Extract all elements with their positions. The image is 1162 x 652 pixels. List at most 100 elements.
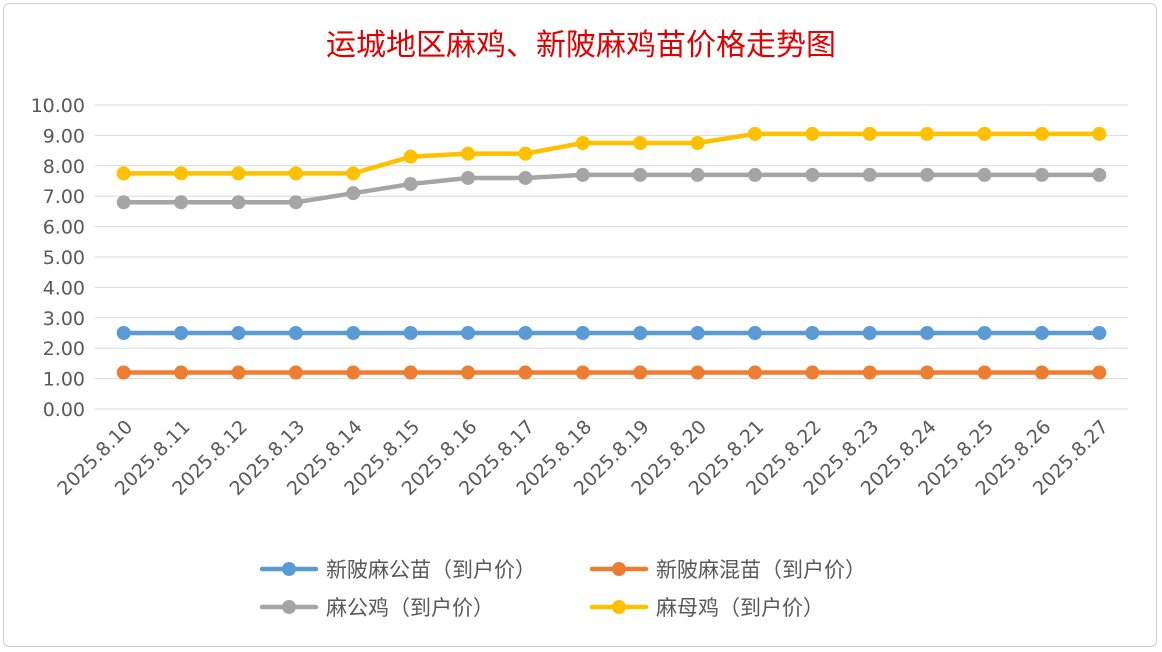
data-point <box>805 167 820 182</box>
data-point <box>346 365 361 380</box>
data-point <box>690 136 705 150</box>
data-point <box>575 365 590 380</box>
legend-label: 麻公鸡（到户价） <box>326 596 494 620</box>
data-point <box>747 126 762 141</box>
data-point <box>518 326 533 340</box>
data-point <box>403 149 418 164</box>
data-point <box>116 195 131 210</box>
data-point <box>518 365 533 380</box>
data-point <box>690 326 705 340</box>
data-point <box>633 365 648 380</box>
legend: 新陂麻公苗（到户价） 新陂麻混苗（到户价） 麻公鸡（到户价） 麻母鸡（到户价） <box>259 558 866 620</box>
data-point <box>575 136 590 150</box>
data-point <box>920 326 935 340</box>
data-point <box>231 166 246 181</box>
y-tick-label: 3.00 <box>43 308 85 330</box>
y-tick-label: 4.00 <box>43 277 85 299</box>
legend-label: 麻母鸡（到户价） <box>656 596 824 620</box>
data-point <box>403 177 418 192</box>
legend-marker <box>612 562 626 576</box>
data-point <box>747 326 762 340</box>
series-group <box>116 365 1107 380</box>
chart-frame <box>3 3 1157 647</box>
data-point <box>977 365 992 380</box>
data-point <box>346 186 361 201</box>
data-point <box>920 365 935 380</box>
data-point <box>690 365 705 380</box>
y-tick-label: 0.00 <box>43 399 85 421</box>
y-tick-label: 2.00 <box>43 338 85 360</box>
series-group <box>116 126 1107 181</box>
data-point <box>116 166 131 181</box>
data-point <box>805 326 820 340</box>
data-point <box>977 167 992 182</box>
y-axis-ticks: 0.00 1.00 2.00 3.00 4.00 5.00 6.00 7.00 8.00 9.00… <box>31 95 85 421</box>
legend-item: 新陂麻混苗（到户价） <box>589 558 866 582</box>
data-point <box>461 365 476 380</box>
data-point <box>920 126 935 141</box>
data-point <box>461 326 476 340</box>
data-point <box>575 167 590 182</box>
data-point <box>1034 126 1049 141</box>
y-tick-label: 5.00 <box>43 247 85 269</box>
data-point <box>862 326 877 340</box>
data-point <box>862 365 877 380</box>
data-point <box>633 167 648 182</box>
data-point <box>862 126 877 141</box>
series <box>116 126 1107 380</box>
data-point <box>346 166 361 181</box>
data-point <box>116 365 131 380</box>
data-point <box>174 365 189 380</box>
legend-label: 新陂麻混苗（到户价） <box>656 558 866 582</box>
data-point <box>977 126 992 141</box>
data-point <box>403 365 418 380</box>
legend-item: 麻母鸡（到户价） <box>589 596 824 620</box>
data-point <box>288 195 303 210</box>
y-tick-label: 8.00 <box>43 156 85 178</box>
data-point <box>174 326 189 340</box>
legend-item: 麻公鸡（到户价） <box>259 596 494 620</box>
data-point <box>920 167 935 182</box>
y-tick-label: 6.00 <box>43 217 85 239</box>
data-point <box>403 326 418 340</box>
gridlines <box>95 104 1128 410</box>
y-tick-label: 10.00 <box>31 95 85 117</box>
data-point <box>805 126 820 141</box>
data-point <box>690 167 705 182</box>
legend-marker <box>282 600 296 614</box>
data-point <box>1034 167 1049 182</box>
legend-label: 新陂麻公苗（到户价） <box>326 558 536 582</box>
data-point <box>346 326 361 340</box>
data-point <box>1092 126 1107 141</box>
data-point <box>575 326 590 340</box>
series-group <box>116 326 1107 340</box>
data-point <box>231 326 246 340</box>
data-point <box>518 146 533 161</box>
data-point <box>1034 365 1049 380</box>
legend-marker <box>282 562 296 576</box>
data-point <box>231 195 246 210</box>
data-point <box>1034 326 1049 340</box>
data-point <box>461 146 476 161</box>
y-tick-label: 7.00 <box>43 186 85 208</box>
data-point <box>174 195 189 210</box>
data-point <box>633 136 648 150</box>
data-point <box>633 326 648 340</box>
data-point <box>461 170 476 185</box>
data-point <box>1092 167 1107 182</box>
legend-item: 新陂麻公苗（到户价） <box>259 558 536 582</box>
data-point <box>1092 365 1107 380</box>
chart-title: 运城地区麻鸡、新陂麻鸡苗价格走势图 <box>326 28 836 63</box>
data-point <box>231 365 246 380</box>
y-tick-label: 1.00 <box>43 369 85 391</box>
data-point <box>174 166 189 181</box>
x-axis-ticks: 2025.8.102025.8.112025.8.122025.8.132025… <box>53 416 1113 500</box>
series-line <box>121 172 1102 205</box>
data-point <box>977 326 992 340</box>
data-point <box>747 167 762 182</box>
data-point <box>747 365 762 380</box>
data-point <box>288 326 303 340</box>
data-point <box>288 166 303 181</box>
legend-marker <box>612 600 626 614</box>
